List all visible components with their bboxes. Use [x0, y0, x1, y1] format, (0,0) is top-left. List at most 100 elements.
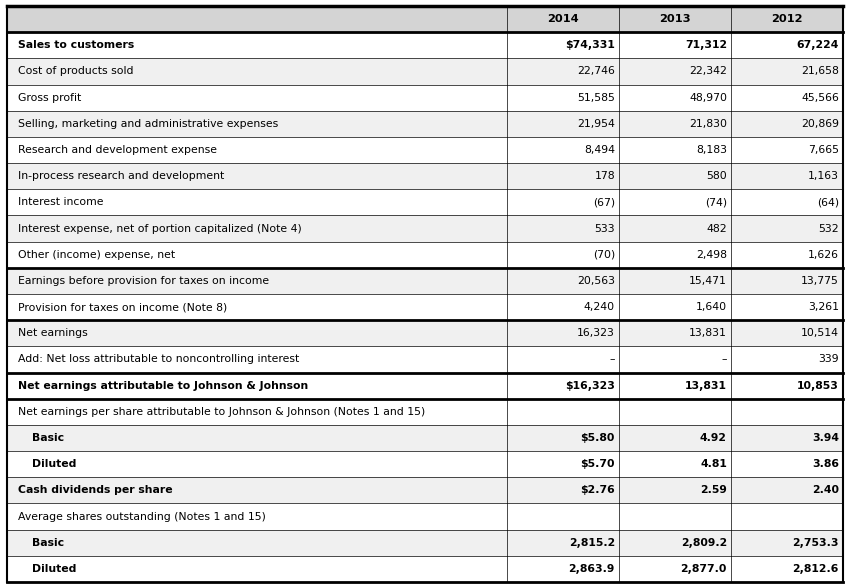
Bar	[7, 268, 843, 294]
Text: Selling, marketing and administrative expenses: Selling, marketing and administrative ex…	[18, 119, 278, 129]
Text: 339: 339	[819, 355, 839, 365]
Text: 48,970: 48,970	[689, 93, 727, 103]
Bar	[7, 111, 843, 137]
Text: 532: 532	[819, 223, 839, 233]
Text: 16,323: 16,323	[577, 328, 615, 338]
Text: (64): (64)	[817, 198, 839, 208]
Text: 2013: 2013	[659, 14, 691, 24]
Text: Provision for taxes on income (Note 8): Provision for taxes on income (Note 8)	[18, 302, 227, 312]
Text: 4,240: 4,240	[584, 302, 615, 312]
Text: Diluted: Diluted	[31, 564, 76, 574]
Text: Interest income: Interest income	[18, 198, 103, 208]
Text: Net earnings attributable to Johnson & Johnson: Net earnings attributable to Johnson & J…	[18, 380, 308, 390]
Bar	[7, 477, 843, 503]
Text: 51,585: 51,585	[577, 93, 615, 103]
Text: 178: 178	[594, 171, 615, 181]
Text: 20,869: 20,869	[801, 119, 839, 129]
Text: 8,494: 8,494	[584, 145, 615, 155]
Text: (74): (74)	[705, 198, 727, 208]
Bar	[7, 58, 843, 85]
Text: 3,261: 3,261	[808, 302, 839, 312]
Bar	[7, 242, 843, 268]
Text: Net earnings: Net earnings	[18, 328, 88, 338]
Bar	[7, 451, 843, 477]
Text: 7,665: 7,665	[808, 145, 839, 155]
Text: Sales to customers: Sales to customers	[18, 40, 134, 50]
Text: 2.40: 2.40	[812, 485, 839, 495]
Text: 21,954: 21,954	[577, 119, 615, 129]
Text: In-process research and development: In-process research and development	[18, 171, 224, 181]
Text: 482: 482	[706, 223, 727, 233]
Bar	[7, 6, 843, 32]
Text: 2,815.2: 2,815.2	[569, 538, 615, 548]
Text: Basic: Basic	[31, 538, 64, 548]
Text: 2.59: 2.59	[700, 485, 727, 495]
Text: (67): (67)	[592, 198, 615, 208]
Text: –: –	[609, 355, 615, 365]
Text: Earnings before provision for taxes on income: Earnings before provision for taxes on i…	[18, 276, 269, 286]
Text: 2012: 2012	[771, 14, 802, 24]
Text: Cost of products sold: Cost of products sold	[18, 66, 133, 76]
Bar	[7, 137, 843, 163]
Text: 580: 580	[706, 171, 727, 181]
Text: 2014: 2014	[547, 14, 579, 24]
Text: Other (income) expense, net: Other (income) expense, net	[18, 250, 175, 260]
Text: Interest expense, net of portion capitalized (Note 4): Interest expense, net of portion capital…	[18, 223, 302, 233]
Text: 13,775: 13,775	[801, 276, 839, 286]
Text: $5.70: $5.70	[581, 459, 615, 469]
Text: 533: 533	[594, 223, 615, 233]
Text: 10,853: 10,853	[797, 380, 839, 390]
Text: Diluted: Diluted	[31, 459, 76, 469]
Text: 1,626: 1,626	[808, 250, 839, 260]
Text: (70): (70)	[592, 250, 615, 260]
Bar	[7, 399, 843, 425]
Text: 20,563: 20,563	[577, 276, 615, 286]
Text: $2.76: $2.76	[581, 485, 615, 495]
Bar	[7, 294, 843, 320]
Text: 2,812.6: 2,812.6	[792, 564, 839, 574]
Text: 4.81: 4.81	[700, 459, 727, 469]
Text: 15,471: 15,471	[689, 276, 727, 286]
Text: –: –	[722, 355, 727, 365]
Bar	[7, 215, 843, 242]
Text: $74,331: $74,331	[565, 40, 615, 50]
Text: 13,831: 13,831	[689, 328, 727, 338]
Text: 3.86: 3.86	[812, 459, 839, 469]
Text: 21,830: 21,830	[689, 119, 727, 129]
Text: $5.80: $5.80	[581, 433, 615, 443]
Bar	[7, 556, 843, 582]
Text: 2,753.3: 2,753.3	[792, 538, 839, 548]
Text: Cash dividends per share: Cash dividends per share	[18, 485, 173, 495]
Text: Gross profit: Gross profit	[18, 93, 81, 103]
Bar	[7, 503, 843, 530]
Text: 71,312: 71,312	[685, 40, 727, 50]
Text: 13,831: 13,831	[685, 380, 727, 390]
Bar	[7, 32, 843, 58]
Text: 8,183: 8,183	[696, 145, 727, 155]
Text: Average shares outstanding (Notes 1 and 15): Average shares outstanding (Notes 1 and …	[18, 512, 265, 522]
Bar	[7, 320, 843, 346]
Text: 2,863.9: 2,863.9	[569, 564, 615, 574]
Text: 21,658: 21,658	[801, 66, 839, 76]
Bar	[7, 85, 843, 111]
Text: 22,746: 22,746	[577, 66, 615, 76]
Text: Research and development expense: Research and development expense	[18, 145, 217, 155]
Text: 4.92: 4.92	[700, 433, 727, 443]
Bar	[7, 163, 843, 189]
Bar	[7, 346, 843, 373]
Text: 45,566: 45,566	[801, 93, 839, 103]
Text: 2,809.2: 2,809.2	[681, 538, 727, 548]
Text: Add: Net loss attributable to noncontrolling interest: Add: Net loss attributable to noncontrol…	[18, 355, 299, 365]
Text: 10,514: 10,514	[801, 328, 839, 338]
Text: 1,163: 1,163	[808, 171, 839, 181]
Bar	[7, 530, 843, 556]
Text: 1,640: 1,640	[696, 302, 727, 312]
Text: Basic: Basic	[31, 433, 64, 443]
Text: 2,877.0: 2,877.0	[681, 564, 727, 574]
Text: 22,342: 22,342	[689, 66, 727, 76]
Text: Net earnings per share attributable to Johnson & Johnson (Notes 1 and 15): Net earnings per share attributable to J…	[18, 407, 425, 417]
Bar	[7, 425, 843, 451]
Text: 3.94: 3.94	[812, 433, 839, 443]
Text: 2,498: 2,498	[696, 250, 727, 260]
Bar	[7, 189, 843, 215]
